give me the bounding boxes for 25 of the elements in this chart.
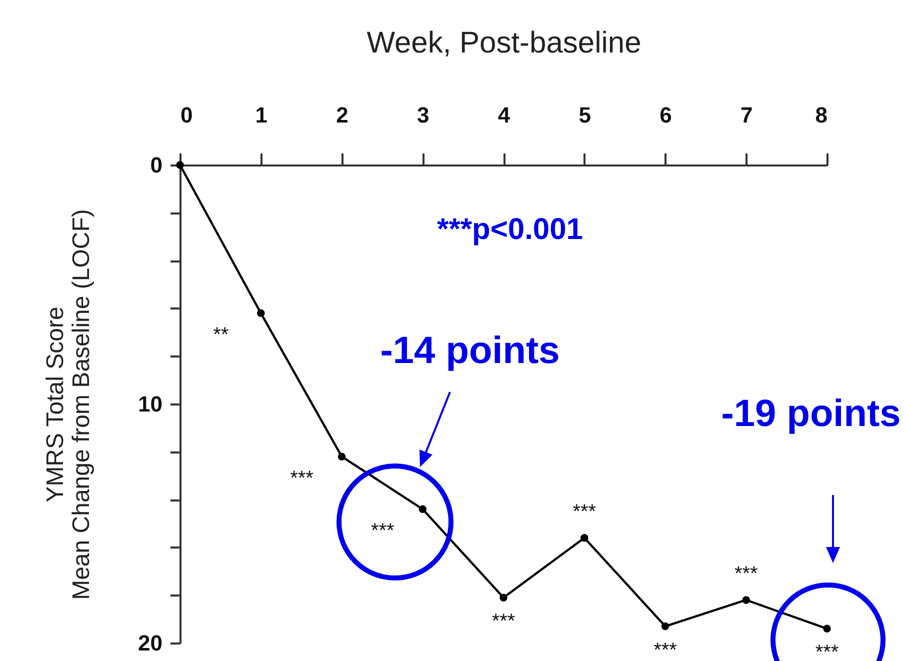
annotation: -19 points bbox=[721, 393, 901, 435]
annotation: *** bbox=[734, 562, 758, 585]
x-tick-label: 6 bbox=[660, 102, 672, 128]
y-tick-label: 20 bbox=[138, 630, 162, 656]
annotation: *** bbox=[492, 610, 516, 633]
x-tick-label: 7 bbox=[740, 102, 753, 128]
x-tick-label: 0 bbox=[180, 102, 193, 128]
y-axis-title: YMRS Total Score Mean Change from Baseline (LOCF) bbox=[42, 209, 96, 600]
annotation: ***p<0.001 bbox=[437, 213, 583, 246]
x-tick-label: 2 bbox=[336, 102, 348, 128]
annotation: *** bbox=[370, 520, 395, 542]
annotation: *** bbox=[815, 642, 839, 661]
y-tick-label: 10 bbox=[138, 392, 162, 416]
x-tick-label: 1 bbox=[255, 102, 268, 128]
annotation: ** bbox=[213, 324, 229, 346]
x-tick-label: 3 bbox=[417, 102, 430, 128]
x-axis-title: Week, Post-baseline bbox=[366, 26, 642, 60]
x-tick-label: 8 bbox=[815, 102, 828, 128]
annotation: *** bbox=[572, 500, 596, 523]
x-tick-label: 5 bbox=[578, 102, 591, 128]
x-tick-label: 4 bbox=[498, 102, 511, 128]
y-tick-label: 0 bbox=[150, 152, 162, 178]
annotation: *** bbox=[290, 468, 314, 490]
annotation: -14 points bbox=[380, 330, 560, 372]
annotation: *** bbox=[654, 639, 678, 661]
